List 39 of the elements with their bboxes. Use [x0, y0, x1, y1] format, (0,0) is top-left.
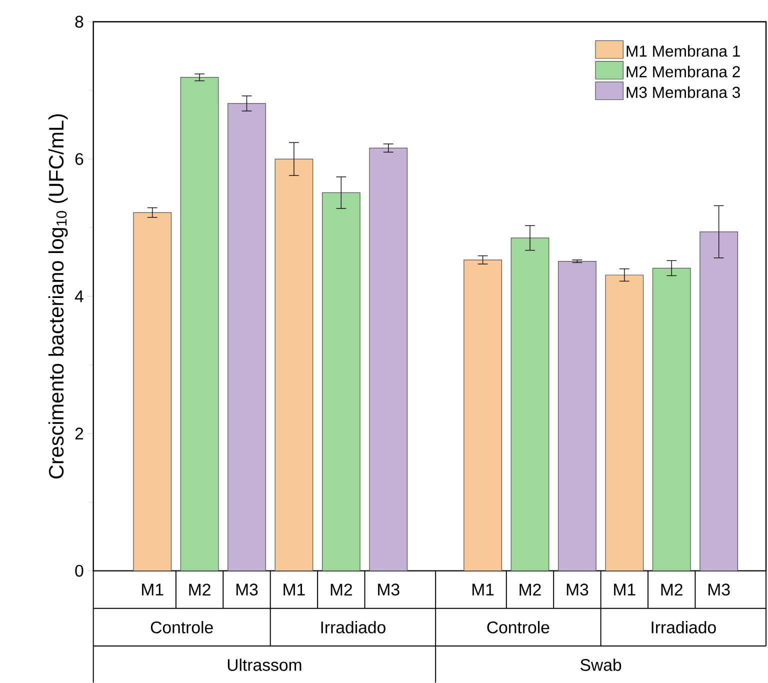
bar — [558, 260, 596, 572]
x-tick-label: M1 — [142, 584, 164, 596]
bar — [605, 274, 644, 572]
y-tick-label: 4 — [74, 290, 84, 302]
x-tick-label: M3 — [236, 584, 258, 596]
x-tick-label: M2 — [520, 584, 541, 596]
legend-label: M1 Membrana 1 — [626, 45, 740, 57]
bar — [369, 148, 408, 572]
y-tick-label: 6 — [75, 153, 84, 165]
bar — [652, 268, 691, 572]
x-tick-label: M3 — [566, 584, 588, 596]
x-tick-label: M3 — [378, 584, 400, 596]
text: Irradiado — [321, 620, 386, 634]
bar — [700, 231, 738, 572]
bar — [180, 77, 219, 572]
text: Ultrassom — [228, 658, 302, 671]
text: Irradiado — [652, 620, 716, 634]
legend-label: M2 Membrana 2 — [626, 66, 740, 78]
y-tick-label: 2 — [75, 428, 84, 440]
legend-label: M3 Membrana 3 — [626, 86, 740, 98]
x-tick-label: M2 — [189, 584, 210, 596]
x-tick-label: M1 — [472, 584, 494, 596]
bar — [133, 212, 172, 572]
y-tick-label: 0 — [75, 564, 84, 577]
bar — [274, 158, 314, 572]
x-tick-label: M1 — [614, 584, 636, 596]
bar — [228, 103, 266, 572]
y-tick-label: 8 — [75, 16, 84, 28]
bar — [322, 192, 360, 572]
text: Controle — [150, 620, 213, 634]
bar — [510, 238, 550, 572]
text: Controle — [487, 620, 550, 634]
x-tick-label: M1 — [284, 584, 305, 596]
x-tick-label: M2 — [330, 584, 352, 596]
x-tick-label: M3 — [708, 584, 730, 596]
text: Swab — [580, 658, 622, 671]
y-axis-title: Crescimento bacteriano log$_{10}$ (UFC/mL) — [48, 114, 68, 478]
bar — [464, 260, 502, 572]
x-tick-label: M2 — [661, 584, 682, 596]
